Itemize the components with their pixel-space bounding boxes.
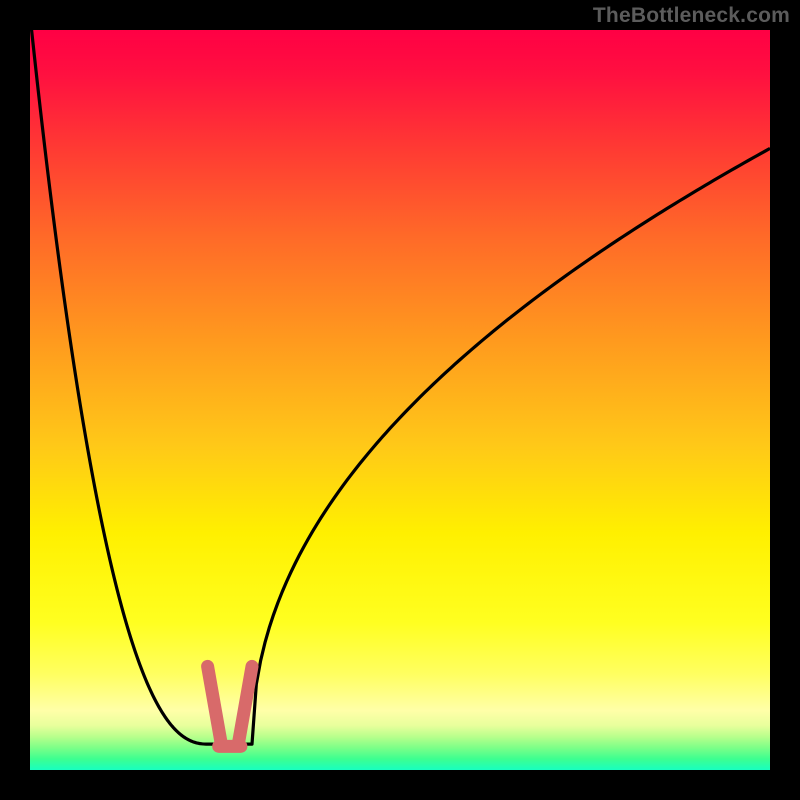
chart-stage: TheBottleneck.com [0,0,800,800]
plot-background [30,30,770,770]
bottleneck-chart [0,0,800,800]
